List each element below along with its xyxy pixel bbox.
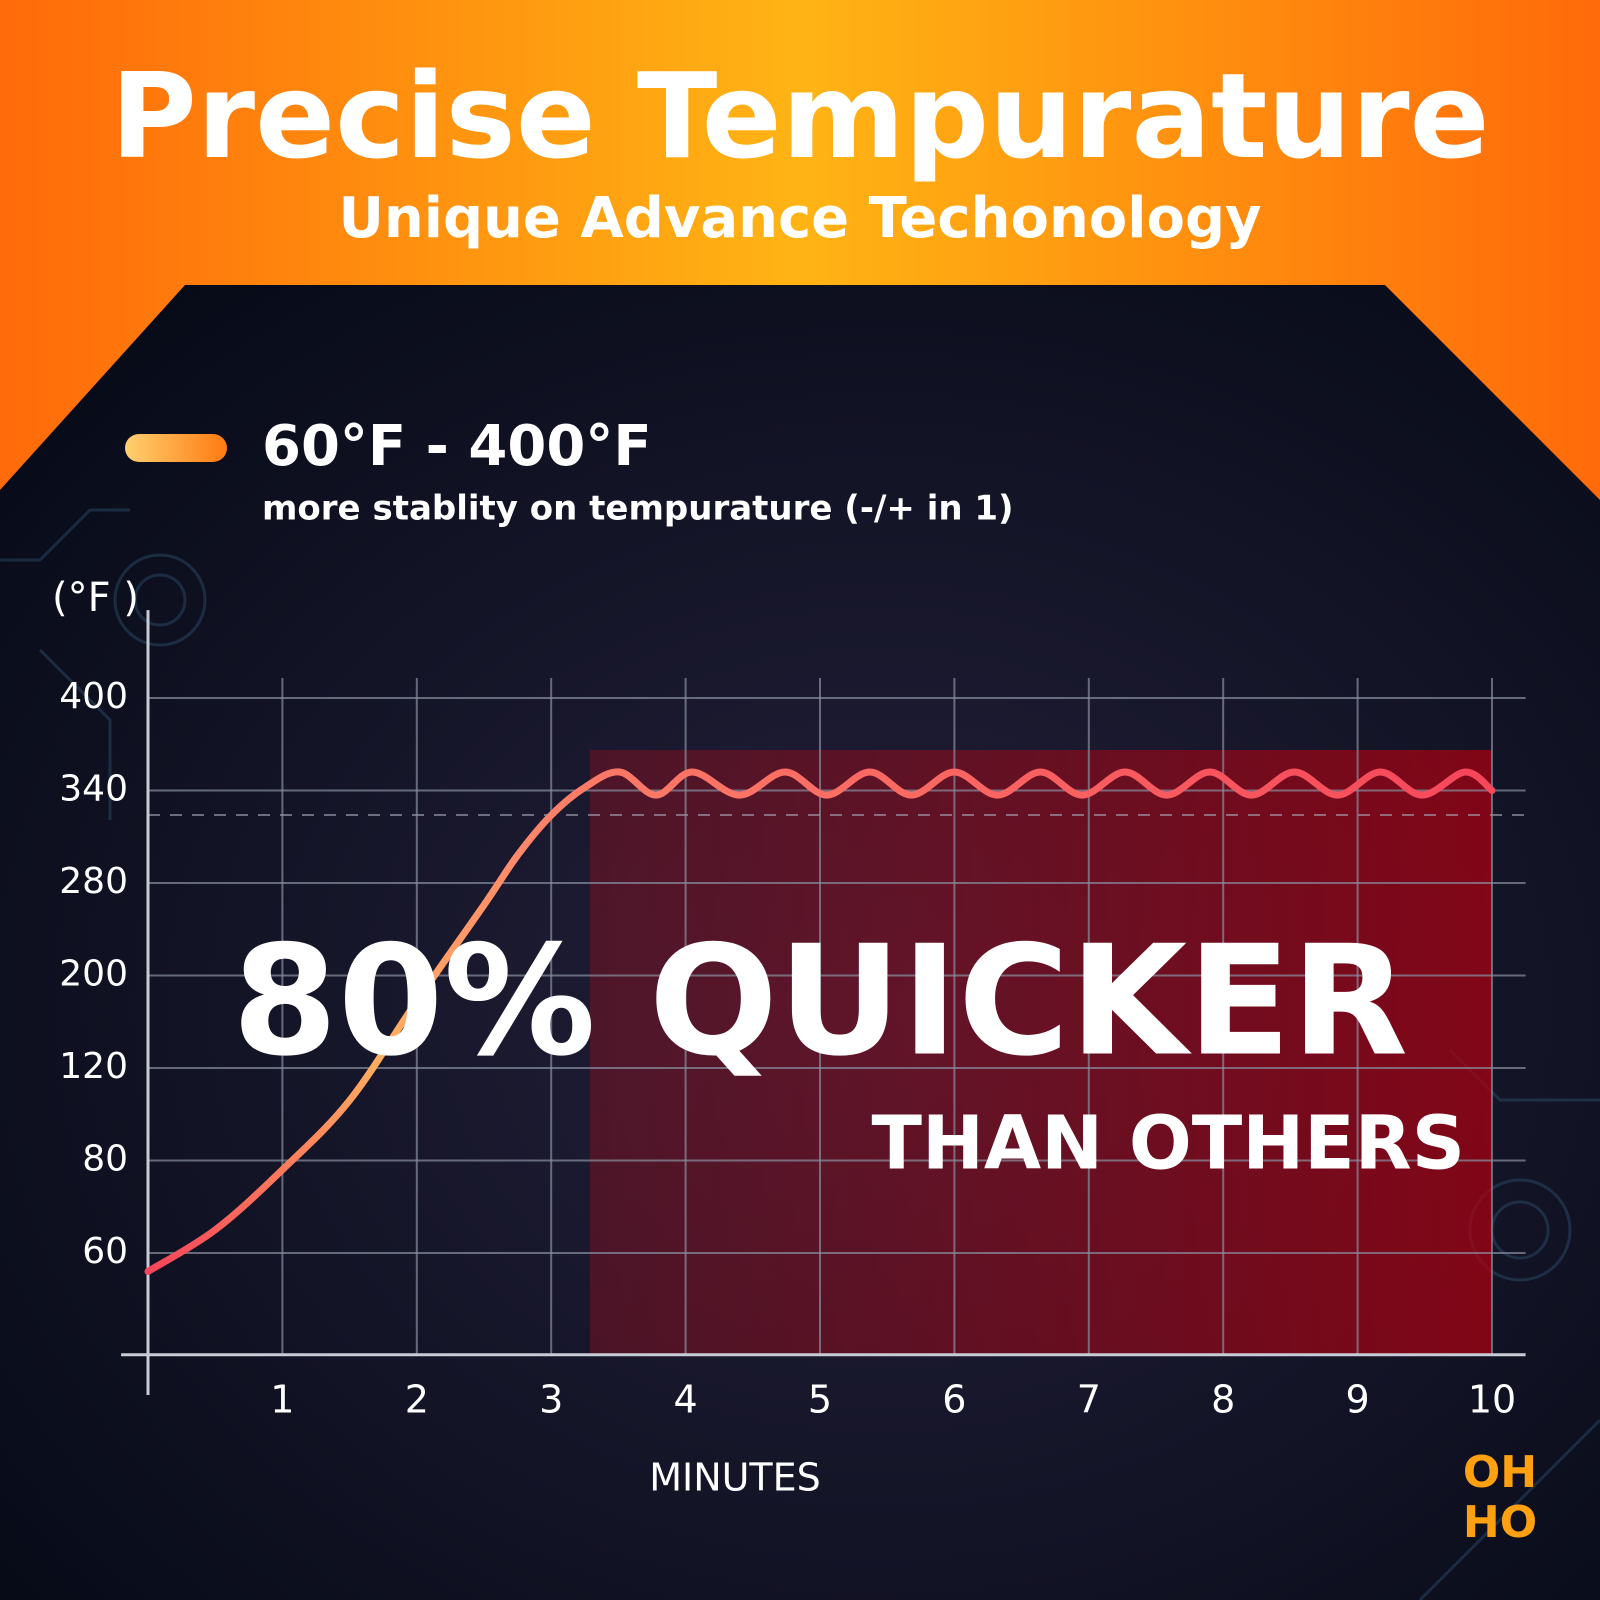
x-tick-label: 1 [270, 1378, 294, 1422]
x-tick-label: 4 [674, 1378, 698, 1422]
y-tick-label: 120 [59, 1046, 128, 1087]
y-tick-label: 80 [82, 1139, 128, 1180]
y-tick-label: 200 [59, 954, 128, 995]
x-tick-label: 2 [405, 1378, 429, 1422]
y-tick-label: 280 [59, 861, 128, 902]
highlight-region [590, 750, 1492, 1355]
x-tick-label: 3 [539, 1378, 563, 1422]
x-tick-label: 10 [1468, 1378, 1516, 1422]
logo: OH [1463, 1447, 1537, 1498]
x-tick-label: 8 [1211, 1378, 1235, 1422]
y-axis-label: (°F ) [52, 575, 139, 621]
legend-swatch [125, 434, 227, 462]
y-tick-label: 340 [59, 769, 128, 810]
subheadline: THAN OTHERS [871, 1101, 1465, 1187]
y-tick-label: 400 [59, 676, 128, 717]
logo: HO [1463, 1497, 1537, 1548]
note: more stablity on tempurature (-/+ in 1) [262, 489, 1014, 529]
x-tick-label: 6 [942, 1378, 966, 1422]
legend-label: 60°F - 400°F [262, 414, 652, 479]
y-tick-label: 60 [82, 1231, 128, 1272]
line-series [144, 768, 1496, 1275]
x-tick-label: 7 [1077, 1378, 1101, 1422]
x-tick-label: 5 [808, 1378, 832, 1422]
plot: 60 80 120 200 280 340 400 1 2 3 4 5 6 7 8 9 10 [59, 610, 1526, 1422]
x-tick-label: 9 [1346, 1378, 1370, 1422]
title: Precise Tempurature [110, 47, 1489, 185]
x-axis-label: MINUTES [649, 1456, 821, 1500]
headline: 80% QUICKER [232, 913, 1408, 1090]
subtitle: Unique Advance Techonology [338, 186, 1261, 251]
